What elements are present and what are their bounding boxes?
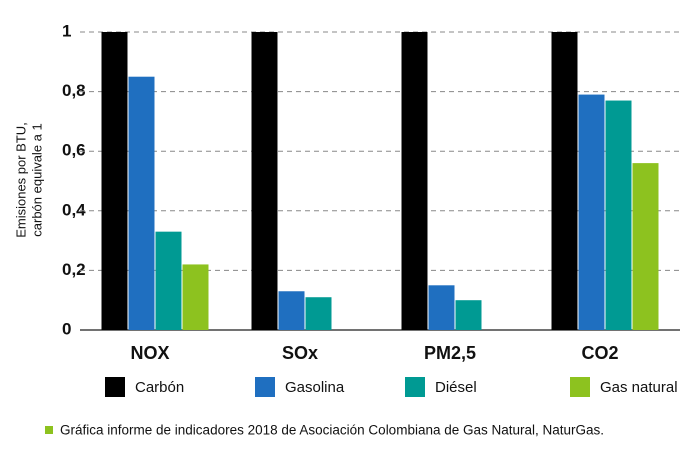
y-tick-label: 0,4 — [62, 200, 86, 219]
bar — [155, 231, 182, 330]
legend-label: Diésel — [435, 379, 477, 396]
bar — [305, 297, 332, 330]
source-note: Gráfica informe de indicadores 2018 de A… — [60, 423, 604, 438]
legend-label: Gasolina — [285, 379, 345, 396]
y-axis-label-line: Emisiones por BTU, — [13, 122, 28, 238]
y-tick-label: 0 — [62, 319, 71, 338]
bar — [101, 32, 128, 330]
legend-swatch — [405, 377, 425, 397]
y-axis-label-line: carbón equivale a 1 — [29, 123, 44, 236]
legend-swatch — [105, 377, 125, 397]
x-tick-label: PM2,5 — [424, 343, 476, 363]
y-axis-title: Emisiones por BTU, carbón equivale a 1 — [13, 122, 44, 238]
x-tick-label: NOX — [130, 343, 169, 363]
y-tick-label: 0,8 — [62, 81, 86, 100]
x-tick-label: SOx — [282, 343, 318, 363]
bar — [128, 76, 155, 330]
y-tick-label: 1 — [62, 21, 71, 40]
bar — [401, 32, 428, 330]
bar — [278, 291, 305, 330]
bar — [578, 94, 605, 330]
bar — [605, 100, 632, 330]
y-tick-label: 0,2 — [62, 260, 86, 279]
legend-swatch — [570, 377, 590, 397]
source-bullet — [45, 426, 53, 434]
bar — [551, 32, 578, 330]
bar — [428, 285, 455, 330]
bar — [182, 264, 209, 330]
legend-swatch — [255, 377, 275, 397]
bar — [455, 300, 482, 330]
bar — [632, 163, 659, 330]
y-tick-label: 0,6 — [62, 141, 86, 160]
legend-label: Carbón — [135, 379, 184, 396]
x-tick-label: CO2 — [581, 343, 618, 363]
bar — [251, 32, 278, 330]
legend-label: Gas natural — [600, 379, 678, 396]
